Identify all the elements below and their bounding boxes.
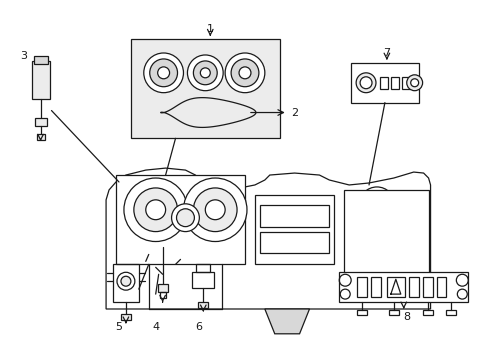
Circle shape (365, 193, 388, 217)
Circle shape (134, 188, 177, 231)
Bar (113, 264, 139, 302)
Bar (192, 272, 214, 288)
Bar (259, 231, 328, 253)
Circle shape (123, 178, 187, 242)
Bar (157, 284, 167, 292)
Text: 4: 4 (152, 322, 159, 332)
Bar (32, 61, 49, 99)
Circle shape (176, 209, 194, 227)
Text: 7: 7 (383, 48, 389, 58)
Bar (379, 77, 387, 89)
Bar (339, 272, 468, 302)
Bar (34, 56, 47, 64)
Text: 8: 8 (402, 312, 409, 322)
Text: 5: 5 (115, 322, 122, 332)
Circle shape (359, 77, 371, 89)
Circle shape (171, 204, 199, 231)
Bar (196, 264, 210, 272)
Bar (408, 277, 418, 297)
Bar (422, 277, 432, 297)
Circle shape (205, 200, 224, 220)
Bar (198, 302, 208, 308)
Bar (37, 134, 44, 140)
Circle shape (143, 53, 183, 93)
Bar (386, 277, 404, 297)
Text: 6: 6 (194, 322, 202, 332)
Circle shape (121, 276, 131, 286)
Bar (160, 292, 165, 298)
Text: 1: 1 (206, 24, 213, 34)
Bar (254, 195, 334, 264)
Circle shape (231, 59, 258, 87)
Circle shape (239, 67, 250, 79)
Text: 3: 3 (20, 51, 27, 61)
Circle shape (410, 79, 418, 87)
Bar (116, 175, 244, 264)
Bar (446, 310, 455, 315)
Circle shape (149, 59, 177, 87)
Circle shape (358, 187, 394, 223)
Bar (422, 310, 432, 315)
Bar (259, 205, 328, 227)
Circle shape (224, 53, 264, 93)
Circle shape (183, 178, 246, 242)
Bar (131, 39, 279, 138)
Bar (356, 310, 366, 315)
Bar (121, 314, 131, 320)
Circle shape (355, 73, 375, 93)
Circle shape (406, 75, 422, 91)
Bar (388, 310, 398, 315)
Bar (436, 277, 446, 297)
Bar (390, 77, 398, 89)
Polygon shape (106, 168, 429, 309)
Circle shape (200, 68, 210, 78)
Bar (356, 277, 366, 297)
Bar (370, 277, 380, 297)
Polygon shape (264, 309, 309, 334)
Circle shape (371, 200, 381, 210)
Text: 2: 2 (290, 108, 298, 117)
Circle shape (145, 200, 165, 220)
Bar (401, 77, 409, 89)
Bar (344, 190, 427, 274)
Bar (35, 118, 46, 126)
Circle shape (187, 55, 223, 91)
Circle shape (193, 61, 217, 85)
Circle shape (193, 188, 237, 231)
Bar (350, 63, 418, 103)
Circle shape (157, 67, 169, 79)
